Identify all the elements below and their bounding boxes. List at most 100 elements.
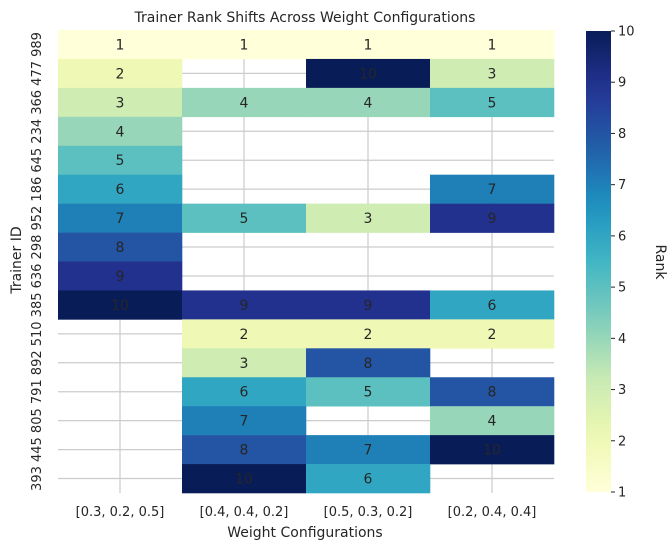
- heatmap-cell: [430, 174, 555, 204]
- heatmap-cell: [430, 435, 555, 465]
- colorbar-tick-label: 2: [618, 434, 626, 449]
- heatmap-cell: [182, 203, 307, 233]
- heatmap-cell: [430, 203, 555, 233]
- cell-value-label: 3: [488, 66, 497, 82]
- heatmap-cell: [430, 30, 555, 60]
- cell-value-label: 3: [364, 211, 373, 227]
- x-tick-label: [0.4, 0.4, 0.2]: [200, 505, 289, 520]
- cell-value-label: 9: [364, 298, 373, 314]
- heatmap-cell: [182, 464, 307, 494]
- cell-value-label: 5: [116, 153, 125, 169]
- y-tick-label: 805: [30, 408, 45, 433]
- y-tick-label: 234: [30, 119, 45, 144]
- cell-value-label: 3: [116, 95, 125, 111]
- y-tick-label: 393: [30, 466, 45, 491]
- heatmap-cell: [430, 319, 555, 349]
- heatmap-cell: [58, 87, 183, 118]
- heatmap-cell: [58, 232, 183, 262]
- cell-value-label: 6: [116, 182, 125, 198]
- cell-labels: 1 1 1 1 2 10 3 3 4 4 5 4 5 6 7 7 5 3 9 8 9 10 9 9 6 2 2 2 3 8 6 5 8 7 4 8 7 1…: [111, 37, 501, 487]
- y-tick-label: 636: [30, 264, 45, 289]
- colorbar-tick-label: 10: [618, 25, 635, 40]
- cell-value-label: 10: [483, 443, 501, 459]
- cell-value-label: 8: [364, 356, 373, 372]
- colorbar-tick-label: 1: [618, 486, 626, 501]
- heatmap-cell: [306, 464, 431, 494]
- chart-title: Trainer Rank Shifts Across Weight Config…: [134, 10, 476, 26]
- x-tick-label: [0.2, 0.4, 0.4]: [448, 505, 537, 520]
- cell-value-label: 4: [488, 414, 497, 430]
- y-tick-label: 892: [30, 350, 45, 375]
- heatmap-cell: [306, 58, 431, 89]
- cell-value-label: 8: [240, 443, 249, 459]
- heatmap-cell: [58, 203, 183, 233]
- heatmap-cell: [58, 30, 183, 60]
- cell-value-label: 8: [488, 385, 497, 401]
- y-tick-label: 298: [30, 235, 45, 260]
- x-tick-label: [0.3, 0.2, 0.5]: [76, 505, 165, 520]
- y-axis-ticks: 989 477 366 234 645 186 952 298 636 385 510 892 791 8…: [30, 32, 45, 491]
- colorbar-tick-label: 4: [618, 332, 626, 347]
- colorbar-tick-label: 9: [618, 76, 626, 91]
- x-axis-label: Weight Configurations: [227, 525, 382, 541]
- cell-value-label: 7: [240, 414, 249, 430]
- colorbar-label: Rank: [652, 245, 668, 281]
- cell-value-label: 2: [364, 327, 373, 343]
- heatmap-cell: [58, 58, 183, 89]
- cell-value-label: 8: [116, 240, 125, 256]
- heatmap-cell: [58, 261, 183, 291]
- y-axis-label: Trainer ID: [9, 226, 25, 294]
- cell-value-label: 1: [240, 37, 249, 53]
- colorbar-tick-label: 8: [618, 127, 626, 142]
- colorbar-tick-label: 7: [618, 178, 626, 193]
- cell-value-label: 9: [116, 269, 125, 285]
- colorbar-tick-label: 6: [618, 229, 626, 244]
- heatmap-cell: [306, 30, 431, 60]
- cell-value-label: 6: [364, 472, 373, 488]
- heatmap-cell: [182, 406, 307, 436]
- heatmap-cell: [306, 435, 431, 465]
- y-tick-label: 510: [30, 321, 45, 346]
- cell-value-label: 6: [488, 298, 497, 314]
- heatmap-cell: [58, 145, 183, 175]
- y-tick-label: 385: [30, 292, 45, 317]
- cell-value-label: 9: [488, 211, 497, 227]
- cell-value-label: 7: [116, 211, 125, 227]
- cell-value-label: 7: [488, 182, 497, 198]
- cell-value-label: 2: [240, 327, 249, 343]
- heatmap-cell: [182, 30, 307, 60]
- heatmap-cell: [182, 290, 307, 320]
- cell-value-label: 5: [240, 211, 249, 227]
- cell-value-label: 3: [240, 356, 249, 372]
- colorbar-tick-label: 5: [618, 281, 626, 296]
- heatmap-cell: [430, 87, 555, 118]
- colorbar: [586, 31, 611, 492]
- y-tick-label: 445: [30, 437, 45, 462]
- y-tick-label: 952: [30, 206, 45, 231]
- cell-value-label: 2: [116, 66, 125, 82]
- heatmap-cell: [430, 377, 555, 407]
- y-tick-label: 366: [30, 90, 45, 115]
- cell-value-label: 10: [111, 298, 129, 314]
- heatmap-cell: [430, 406, 555, 436]
- heatmap-cell: [182, 435, 307, 465]
- heatmap-cell: [58, 116, 183, 147]
- heatmap-cell: [58, 290, 183, 320]
- heatmap-cells: [58, 30, 555, 494]
- heatmap-cell: [182, 377, 307, 407]
- x-axis-ticks: [0.3, 0.2, 0.5] [0.4, 0.4, 0.2] [0.5, 0.3,…: [76, 505, 537, 520]
- y-tick-label: 989: [30, 32, 45, 57]
- cell-value-label: 4: [116, 124, 125, 140]
- heatmap-cell: [306, 203, 431, 233]
- cell-value-label: 5: [364, 385, 373, 401]
- colorbar-tick-label: 3: [618, 383, 626, 398]
- cell-value-label: 5: [488, 95, 497, 111]
- cell-value-label: 10: [235, 472, 253, 488]
- cell-value-label: 4: [240, 95, 249, 111]
- heatmap-cell: [430, 290, 555, 320]
- heatmap-cell: [182, 87, 307, 118]
- x-tick-label: [0.5, 0.3, 0.2]: [324, 505, 413, 520]
- cell-value-label: 1: [488, 37, 497, 53]
- y-tick-label: 645: [30, 148, 45, 173]
- cell-value-label: 1: [116, 37, 125, 53]
